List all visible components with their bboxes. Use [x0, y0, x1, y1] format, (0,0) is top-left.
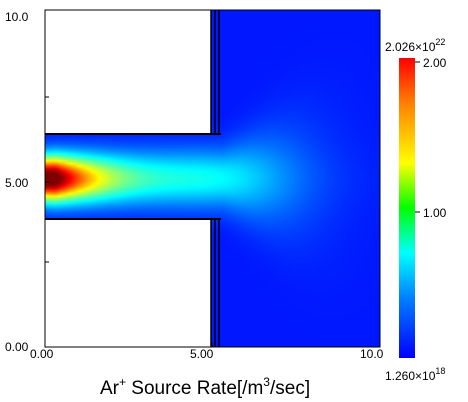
colorbar-min-label: 1.260×1018: [385, 366, 445, 383]
colorbar-tick-label-1: 1.00: [423, 206, 447, 220]
x-axis-label-base-sup: +: [119, 375, 126, 389]
x-axis-label: Ar+ Source Rate[/m3/sec]: [100, 375, 310, 399]
x-axis-label-text2: /sec]: [270, 378, 310, 399]
x-axis-label-text1: Source Rate[/m: [126, 378, 263, 399]
colorbar-tick-label-2: 2.00: [423, 56, 447, 70]
colorbar-max-multiplier: ×10: [415, 40, 436, 54]
colorbar-max-mantissa: 2.026: [385, 40, 415, 54]
lower-wall: [45, 219, 211, 347]
x-tick-marks: [44, 342, 381, 347]
y-tick-label-bottom: 0.00: [5, 340, 29, 354]
lower-wall-boundary-lines: [210, 219, 220, 347]
y-tick-marks: [45, 9, 50, 348]
colorbar-max-exponent: 22: [435, 37, 445, 47]
x-axis-label-sup: 3: [263, 375, 270, 389]
upper-wall: [45, 10, 211, 134]
y-tick-label-mid: 5.00: [5, 176, 29, 190]
x-tick-label-left: 0.00: [30, 347, 54, 361]
x-tick-label-right: 10.0: [360, 347, 384, 361]
x-tick-label-mid: 5.00: [190, 347, 214, 361]
colorbar-min-exponent: 18: [435, 366, 445, 376]
heatmap-area: [45, 10, 380, 347]
colorbar-min-multiplier: ×10: [415, 369, 436, 383]
y-tick-label-top: 10.0: [5, 10, 29, 24]
colorbar-max-label: 2.026×1022: [385, 37, 445, 54]
colorbar: 2.00 1.00 2.026×1022 1.260×1018: [385, 37, 447, 383]
colorbar-gradient: [399, 58, 415, 358]
x-axis-label-base: Ar: [100, 378, 120, 399]
colorbar-min-mantissa: 1.260: [385, 369, 415, 383]
upper-wall-boundary-lines: [210, 10, 220, 134]
